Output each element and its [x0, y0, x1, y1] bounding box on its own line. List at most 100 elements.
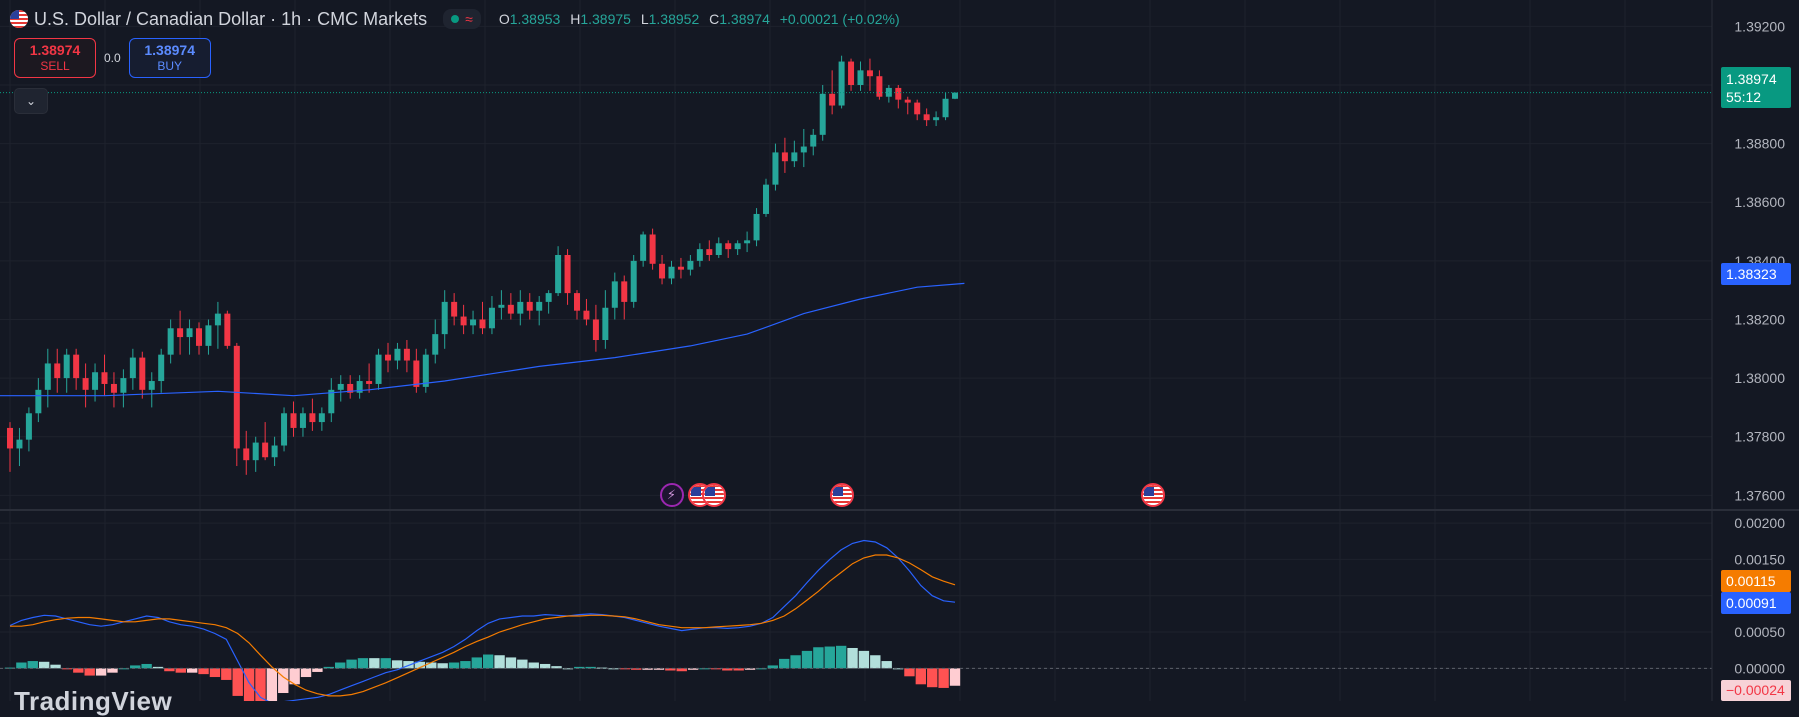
candle-body — [810, 134, 817, 147]
candle — [224, 310, 231, 349]
candle-body — [347, 383, 354, 393]
candle — [819, 85, 826, 141]
histogram-bar — [334, 662, 346, 669]
candle — [470, 310, 477, 335]
low-value: 1.38952 — [648, 11, 700, 27]
candle — [186, 319, 193, 355]
candle-body — [290, 413, 297, 428]
histogram-bar — [847, 647, 858, 669]
candle-body — [942, 98, 949, 118]
candle-body — [356, 381, 363, 393]
histogram-bar — [881, 661, 892, 669]
histogram-bar — [130, 665, 141, 669]
candle-body — [498, 304, 505, 308]
macd-tick-label: 0.00050 — [1734, 624, 1785, 640]
symbol-title[interactable]: U.S. Dollar / Canadian Dollar · 1h · CMC… — [34, 8, 428, 29]
candle-body — [904, 99, 911, 103]
histogram-bar — [232, 668, 243, 696]
candle-body — [233, 345, 240, 449]
us-flag-icon — [10, 10, 28, 28]
us-flag-icon[interactable] — [829, 483, 854, 507]
grid-lines — [0, 0, 1712, 701]
histogram-bar — [676, 668, 687, 672]
us-flag-icon[interactable] — [1141, 483, 1166, 507]
change-value: +0.00021 (+0.02%) — [779, 11, 900, 27]
macd-histogram — [4, 645, 961, 701]
histogram-bar — [494, 655, 505, 669]
candle-body — [441, 301, 448, 335]
candle-body — [82, 378, 89, 390]
candle-body — [621, 281, 628, 302]
candle-body — [923, 114, 930, 121]
candle — [848, 58, 855, 91]
candle-body — [895, 87, 902, 100]
price-tick-label: 1.37800 — [1734, 429, 1785, 445]
sell-button[interactable]: 1.38974 SELL — [14, 38, 96, 78]
candle — [177, 310, 184, 355]
lightning-icon[interactable]: ⚡ — [659, 483, 684, 507]
collapse-legend-button[interactable]: ⌄ — [14, 88, 48, 114]
us-flag-icon[interactable] — [702, 483, 727, 507]
buy-label: BUY — [157, 59, 183, 73]
candle-body — [54, 363, 61, 379]
candle-body — [526, 301, 533, 311]
candle-body — [715, 243, 722, 255]
candle-body — [933, 117, 940, 121]
histogram-bar — [50, 664, 61, 669]
last-price-value: 1.38974 — [1726, 71, 1777, 87]
candle — [592, 304, 599, 352]
candle — [885, 85, 892, 103]
candle — [347, 375, 354, 399]
candle-body — [876, 76, 883, 97]
candle-body — [385, 354, 391, 361]
candle — [706, 240, 713, 261]
market-status[interactable]: ≈ — [443, 9, 481, 29]
candle-body — [640, 234, 647, 261]
candle — [318, 407, 325, 431]
candle-body — [866, 70, 873, 77]
candle-body — [677, 266, 684, 270]
candle-body — [470, 319, 477, 326]
candle-body — [167, 328, 174, 355]
candle — [914, 99, 921, 121]
histogram-bar — [574, 666, 585, 669]
candle — [923, 108, 930, 127]
candle — [517, 290, 524, 326]
candle-body — [659, 263, 666, 279]
candle-body — [262, 442, 269, 458]
candle — [574, 290, 580, 320]
candle — [309, 398, 316, 431]
candle — [781, 137, 788, 173]
candle-body — [649, 234, 656, 264]
candle-body — [857, 70, 864, 85]
histogram-bar — [27, 661, 38, 669]
candle — [602, 290, 609, 349]
histogram-bar — [642, 668, 653, 670]
histogram-bar — [733, 668, 744, 671]
candle-body — [611, 281, 618, 308]
histogram-bar — [175, 668, 186, 673]
candle — [129, 348, 136, 390]
candle — [696, 243, 703, 267]
candle-body — [243, 448, 250, 461]
candle — [630, 255, 637, 308]
candle-body — [507, 304, 514, 314]
candle-body — [101, 372, 108, 384]
candle-body — [432, 334, 439, 355]
moving-average-line — [0, 282, 965, 397]
candle-body — [583, 310, 590, 320]
candle — [139, 351, 146, 399]
candle-body — [63, 354, 70, 379]
histogram-bar — [938, 668, 949, 688]
candle — [214, 301, 221, 349]
buy-button[interactable]: 1.38974 BUY — [128, 38, 211, 78]
candle-body — [592, 319, 599, 340]
histogram-bar — [255, 668, 266, 701]
candle-body — [337, 383, 344, 390]
candle-body — [394, 348, 401, 361]
chart-canvas[interactable]: 1.392001.390001.388001.386001.384001.382… — [0, 0, 1799, 701]
histogram-bar — [756, 668, 767, 670]
candle — [451, 293, 458, 326]
candle — [413, 348, 420, 393]
histogram-bar — [653, 668, 665, 670]
